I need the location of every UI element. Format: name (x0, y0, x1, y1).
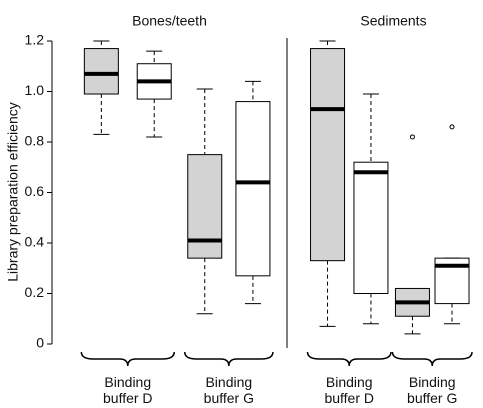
y-tick-label: 0.2 (25, 284, 45, 300)
brace (391, 351, 473, 367)
group-label: Binding buffer D (324, 374, 374, 406)
group-label: Binding buffer G (203, 374, 254, 406)
box (83, 48, 119, 95)
box (310, 48, 346, 262)
y-tick-label: 1.0 (25, 82, 45, 98)
box (187, 154, 223, 259)
y-tick-label: 1.2 (25, 32, 45, 48)
y-axis-label: Library preparation efficiency (5, 102, 21, 282)
y-tick-label: 0.6 (25, 183, 45, 199)
y-tick-label: 0.4 (25, 234, 45, 250)
box (353, 161, 389, 294)
brace (80, 351, 175, 367)
group-label: Binding buffer D (103, 374, 153, 406)
box (235, 101, 271, 277)
outlier (409, 134, 415, 140)
y-tick-label: 0 (36, 335, 44, 351)
panel-title: Bones/teeth (132, 13, 207, 29)
panel-title: Sediments (360, 13, 426, 29)
brace (306, 351, 392, 367)
group-label: Binding buffer G (407, 374, 458, 406)
y-tick-label: 0.8 (25, 133, 45, 149)
brace (184, 351, 274, 367)
outlier (449, 124, 455, 130)
